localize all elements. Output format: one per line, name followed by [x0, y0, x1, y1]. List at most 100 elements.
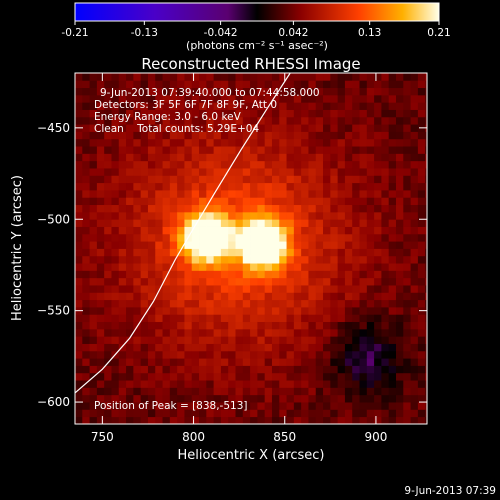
heatmap-cell	[271, 343, 280, 352]
heatmap-cell	[344, 241, 353, 249]
heatmap-cell	[191, 204, 200, 213]
heatmap-cell	[308, 394, 317, 403]
heatmap-cell	[410, 328, 419, 337]
heatmap-cell	[220, 153, 229, 162]
heatmap-cell	[279, 146, 287, 154]
heatmap-cell	[199, 387, 207, 396]
heatmap-cell	[286, 255, 295, 264]
heatmap-cell	[82, 168, 90, 176]
heatmap-cell	[323, 153, 331, 162]
heatmap-cell	[264, 380, 273, 388]
heatmap-cell	[162, 116, 171, 125]
heatmap-cell	[279, 402, 287, 410]
heatmap-cell	[104, 328, 112, 337]
heatmap-cell	[301, 380, 309, 388]
heatmap-cell	[235, 94, 244, 103]
heatmap-cell	[381, 226, 390, 235]
heatmap-cell	[271, 387, 280, 396]
heatmap-cell	[293, 358, 302, 366]
heatmap-cell	[147, 138, 156, 147]
heatmap-cell	[96, 73, 105, 81]
heatmap-cell	[344, 182, 353, 191]
heatmap-cell	[104, 219, 112, 227]
heatmap-cell	[395, 102, 404, 110]
heatmap-cell	[366, 211, 375, 220]
heatmap-cell	[330, 190, 339, 198]
heatmap-cell	[155, 299, 163, 308]
heatmap-cell	[242, 343, 251, 352]
heatmap-cell	[213, 94, 222, 103]
heatmap-cell	[111, 80, 120, 89]
heatmap-cell	[330, 80, 339, 89]
heatmap-cell	[118, 87, 127, 96]
heatmap-cell	[271, 255, 280, 264]
heatmap-cell	[169, 387, 178, 396]
heatmap-cell	[104, 314, 112, 323]
heatmap-cell	[308, 307, 317, 315]
heatmap-cell	[169, 153, 178, 162]
heatmap-cell	[344, 160, 353, 169]
heatmap-cell	[403, 116, 411, 125]
heatmap-cell	[359, 131, 368, 140]
heatmap-cell	[118, 219, 127, 227]
heatmap-cell	[82, 73, 90, 81]
heatmap-cell	[111, 211, 120, 220]
heatmap-cell	[104, 409, 112, 418]
heatmap-cell	[191, 358, 200, 366]
heatmap-cell	[191, 182, 200, 191]
heatmap-cell	[323, 372, 331, 381]
heatmap-cell	[337, 190, 346, 198]
heatmap-cell	[403, 336, 411, 344]
heatmap-cell	[104, 138, 112, 147]
heatmap-cell	[96, 190, 105, 198]
heatmap-cell	[308, 211, 317, 220]
heatmap-cell	[250, 394, 258, 403]
heatmap-cell	[162, 197, 171, 206]
heatmap-cell	[162, 190, 171, 198]
heatmap-cell	[82, 394, 90, 403]
heatmap-cell	[417, 387, 426, 396]
heatmap-cell	[213, 248, 222, 257]
heatmap-cell	[366, 292, 375, 301]
heatmap-cell	[104, 255, 112, 264]
heatmap-cell	[191, 87, 200, 96]
heatmap-cell	[410, 409, 419, 418]
heatmap-cell	[374, 394, 382, 403]
heatmap-cell	[344, 226, 353, 235]
heatmap-cell	[425, 219, 427, 227]
heatmap-cell	[242, 314, 251, 323]
heatmap-cell	[147, 233, 156, 242]
heatmap-cell	[162, 131, 171, 140]
heatmap-cell	[257, 409, 266, 418]
heatmap-cell	[140, 219, 149, 227]
heatmap-cell	[220, 168, 229, 176]
heatmap-cell	[308, 73, 317, 81]
heatmap-cell	[133, 138, 142, 147]
heatmap-cell	[344, 299, 353, 308]
heatmap-cell	[206, 380, 215, 388]
heatmap-cell	[220, 160, 229, 169]
heatmap-cell	[257, 241, 266, 249]
heatmap-cell	[417, 285, 426, 293]
heatmap-cell	[374, 116, 382, 125]
heatmap-cell	[111, 277, 120, 286]
heatmap-cell	[250, 190, 258, 198]
heatmap-cell	[133, 307, 142, 315]
heatmap-cell	[323, 87, 331, 96]
heatmap-cell	[315, 343, 324, 352]
heatmap-cell	[352, 102, 360, 110]
heatmap-cell	[425, 138, 427, 147]
heatmap-cell	[191, 102, 200, 110]
heatmap-cell	[323, 204, 331, 213]
heatmap-cell	[264, 285, 273, 293]
heatmap-cell	[155, 124, 163, 132]
heatmap-cell	[191, 255, 200, 264]
heatmap-cell	[301, 233, 309, 242]
heatmap-cell	[410, 314, 419, 323]
heatmap-cell	[199, 292, 207, 301]
heatmap-cell	[352, 153, 360, 162]
heatmap-cell	[104, 299, 112, 308]
heatmap-cell	[82, 365, 90, 374]
heatmap-cell	[395, 343, 404, 352]
heatmap-cell	[89, 160, 98, 169]
